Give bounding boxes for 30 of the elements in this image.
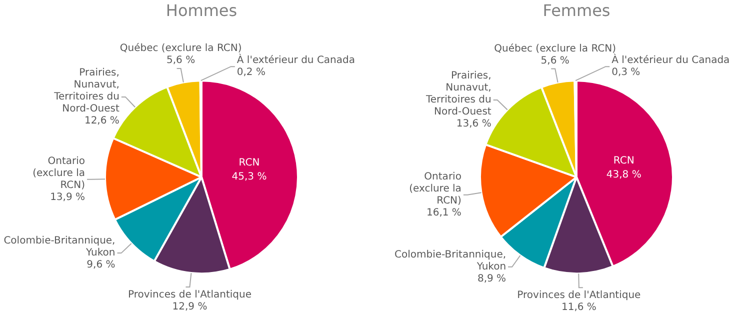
data-label: 13,6 % xyxy=(456,118,492,130)
data-label: 12,6 % xyxy=(84,116,120,127)
slice-label: À l'extérieur du Canada xyxy=(236,53,356,66)
slice-label: Provinces de l'Atlantique xyxy=(517,290,641,302)
slice-label: Ontario (exclure la RCN) xyxy=(409,172,462,207)
data-label: 8,9 % xyxy=(477,273,506,284)
data-label: 11,6 % xyxy=(561,302,596,314)
data-label: 0,2 % xyxy=(236,67,266,78)
slice-label: Prairies, Nunavut, Territoires du Nord-Ouest xyxy=(53,68,120,115)
slice-label: RCN xyxy=(238,158,260,169)
data-label: 12,9 % xyxy=(172,302,208,313)
slice-label: Prairies, Nunavut, Territoires du Nord-Ouest xyxy=(425,70,492,118)
data-label: 16,1 % xyxy=(426,208,462,219)
chart-title: Hommes xyxy=(166,0,238,20)
data-label: 43,8 % xyxy=(606,169,642,180)
data-label: 5,6 % xyxy=(166,55,196,66)
data-label: 13,9 % xyxy=(50,192,86,203)
slice-label: À l'extérieur du Canada xyxy=(612,53,730,66)
slice-label: Provinces de l'Atlantique xyxy=(128,290,252,301)
slice-label: Québec (exclure la RCN) xyxy=(120,43,242,54)
data-label: 45,3 % xyxy=(232,172,267,183)
data-label: 0,3 % xyxy=(612,67,640,78)
data-label: 5,6 % xyxy=(540,55,570,66)
slice-label: Colombie-Britannique, Yukon xyxy=(394,249,506,272)
slice-label: Colombie-Britannique, Yukon xyxy=(4,236,116,259)
data-label: 9,6 % xyxy=(86,260,116,271)
slice-label: RCN xyxy=(613,155,634,166)
chart-title: Femmes xyxy=(542,0,610,20)
slice-label: Ontario (exclure la RCN) xyxy=(32,156,86,191)
slice-label: Québec (exclure la RCN) xyxy=(494,43,616,54)
